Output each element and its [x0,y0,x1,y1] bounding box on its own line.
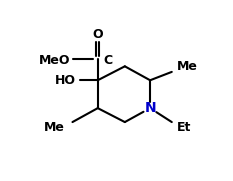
Text: MeO: MeO [39,54,71,67]
Text: Me: Me [177,60,198,73]
Text: Et: Et [177,121,192,134]
Text: O: O [93,28,103,41]
Text: Me: Me [44,121,65,134]
Text: N: N [144,101,156,115]
Text: C: C [103,54,112,67]
Text: HO: HO [55,74,76,87]
